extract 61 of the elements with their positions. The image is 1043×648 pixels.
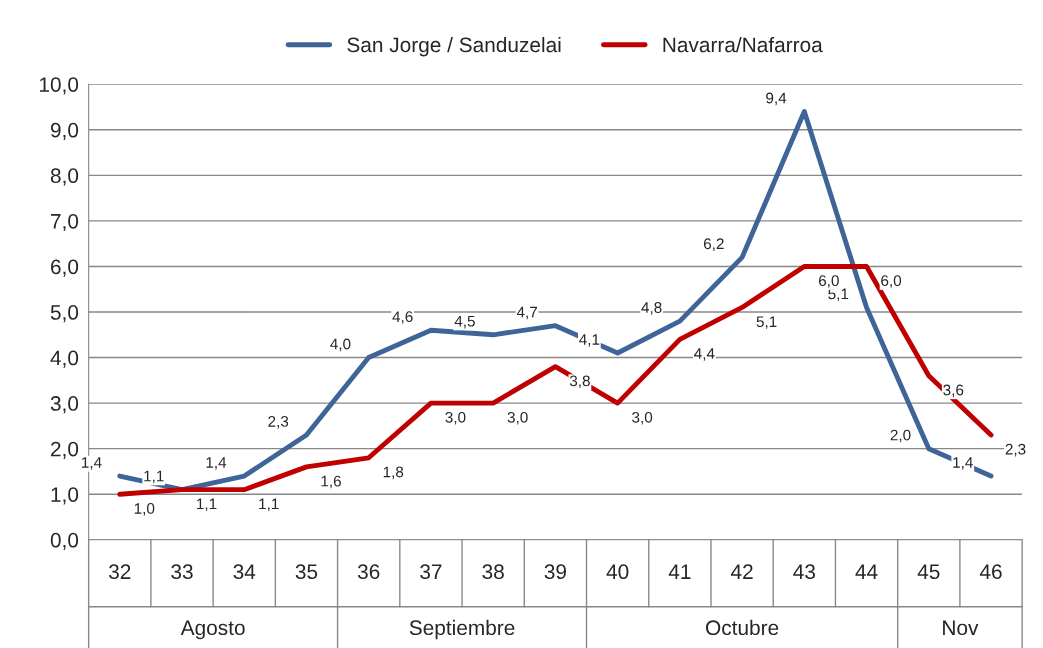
data-label: 4,0 bbox=[330, 338, 351, 352]
x-tick-label: 35 bbox=[295, 564, 318, 580]
y-tick-label: 3,0 bbox=[50, 396, 79, 414]
y-tick-label: 1,0 bbox=[51, 487, 79, 505]
x-tick-label: 40 bbox=[606, 564, 629, 580]
x-tick-label: 37 bbox=[420, 564, 442, 580]
y-tick-label: 2,0 bbox=[51, 441, 79, 459]
y-tick-label: 10,0 bbox=[39, 77, 79, 95]
data-label: 1,1 bbox=[259, 498, 279, 512]
data-label: 1,6 bbox=[321, 475, 341, 489]
y-tick-label: 7,0 bbox=[51, 213, 79, 232]
y-tick-label: 0,0 bbox=[50, 532, 79, 550]
data-label: 3,0 bbox=[632, 411, 653, 425]
data-label: 4,5 bbox=[454, 315, 475, 329]
x-tick-label: 41 bbox=[668, 564, 691, 579]
data-label: 1,4 bbox=[953, 457, 973, 470]
data-label: 2,3 bbox=[268, 416, 289, 429]
y-tick-label: 8,0 bbox=[50, 168, 79, 186]
data-label: 3,0 bbox=[507, 411, 528, 425]
data-label: 6,0 bbox=[881, 275, 902, 288]
x-tick-label: 34 bbox=[233, 564, 256, 580]
data-label: 9,4 bbox=[766, 92, 787, 106]
x-tick-label: 33 bbox=[171, 564, 193, 580]
x-tick-label: 38 bbox=[482, 564, 504, 580]
data-label: 1,8 bbox=[383, 466, 404, 480]
x-tick-label: 45 bbox=[917, 564, 940, 580]
data-label: 4,1 bbox=[579, 334, 600, 347]
data-label: 4,7 bbox=[516, 306, 537, 320]
x-tick-label: 43 bbox=[793, 564, 815, 580]
data-label: 3,6 bbox=[943, 384, 964, 398]
y-tick-label: 5,0 bbox=[50, 305, 79, 323]
x-tick-label: 39 bbox=[544, 564, 566, 580]
data-label: 2,0 bbox=[890, 429, 911, 443]
text: Octubre bbox=[706, 619, 779, 636]
data-label: 3,8 bbox=[569, 375, 590, 389]
legend-label: Navarra/Nafarroa bbox=[663, 36, 823, 53]
x-tick-label: 42 bbox=[730, 564, 753, 579]
text: Septiembre bbox=[409, 619, 515, 640]
data-label: 1,1 bbox=[144, 470, 164, 484]
text: Nov bbox=[943, 620, 979, 636]
x-tick-label: 36 bbox=[357, 564, 380, 580]
x-tick-label: 32 bbox=[108, 564, 131, 580]
data-label: 4,6 bbox=[392, 311, 413, 324]
data-label: 1,0 bbox=[134, 503, 155, 516]
legend-label: San Jorge / Sanduzelai bbox=[347, 36, 561, 57]
data-label: 2,3 bbox=[1005, 443, 1026, 457]
y-tick-label: 4,0 bbox=[50, 350, 79, 368]
data-label: 1,4 bbox=[206, 457, 227, 470]
data-label: 5,1 bbox=[756, 316, 777, 329]
data-label: 1,1 bbox=[197, 498, 217, 512]
text: Agosto bbox=[180, 620, 245, 640]
data-label: 6,2 bbox=[703, 238, 724, 251]
x-tick-label: 46 bbox=[979, 564, 1002, 580]
y-tick-label: 9,0 bbox=[50, 122, 79, 141]
y-tick-label: 6,0 bbox=[51, 259, 79, 277]
x-tick-label: 44 bbox=[855, 564, 878, 579]
line-series bbox=[117, 264, 994, 497]
data-label: 4,8 bbox=[641, 302, 662, 315]
data-label: 1,4 bbox=[82, 457, 102, 470]
data-label: 3,0 bbox=[445, 411, 466, 425]
data-label: 4,4 bbox=[694, 348, 715, 361]
